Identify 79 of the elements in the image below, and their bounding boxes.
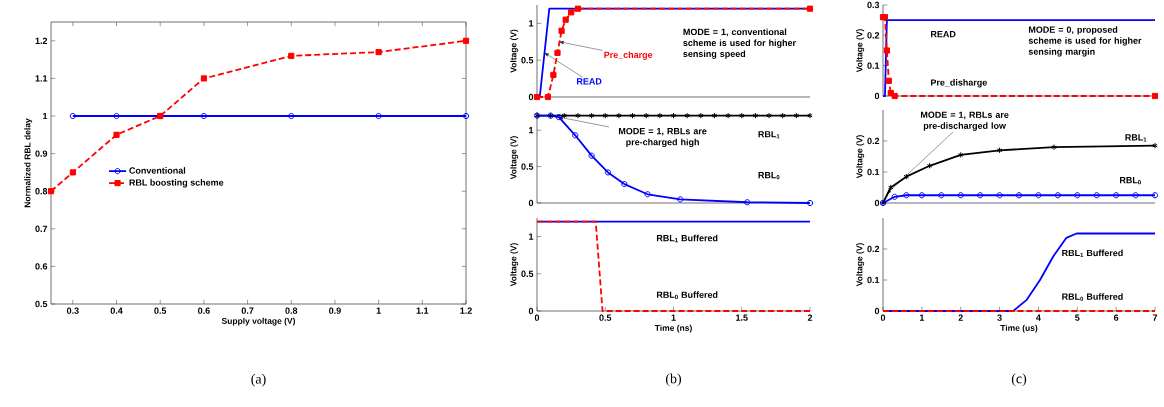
x-tick-label: 1 xyxy=(919,314,925,321)
x-tick-label: 2 xyxy=(807,314,813,321)
series-label: RBL$_{0}$ Buffered xyxy=(656,291,718,300)
series-label: READ xyxy=(931,31,956,38)
x-tick-label: 6 xyxy=(1113,314,1119,321)
y-tick-label: 0.8 xyxy=(35,188,48,195)
y-tick-label: 0.2 xyxy=(867,137,880,145)
y-tick-label: 1.1 xyxy=(35,75,48,82)
y-tick-label: 0.7 xyxy=(35,225,48,232)
legend-label: RBL boosting scheme xyxy=(129,179,224,188)
annotation: MODE = 1, RBLs are pre-discharged low xyxy=(920,111,1009,131)
x-tick-label: 2 xyxy=(958,314,963,321)
series-label: RBL$_{0}$ xyxy=(1119,177,1141,185)
x-axis-title: Time (us) xyxy=(1000,324,1038,333)
x-tick-label: 1 xyxy=(671,314,676,321)
y-tick-label: 1 xyxy=(529,127,534,134)
x-tick-label: 7 xyxy=(1152,314,1158,321)
y-axis-title: Voltage (V) xyxy=(856,243,865,287)
annotation: MODE = 0, proposed scheme is used for higher sensing margin xyxy=(1028,26,1142,57)
x-tick-label: 0.5 xyxy=(599,314,612,321)
y-tick-label: 0.5 xyxy=(521,57,534,64)
text: Pre_charge xyxy=(604,51,653,60)
y-tick-label: 0.2 xyxy=(867,245,880,253)
series-label: Pre_disharge xyxy=(931,79,987,88)
x-tick-label: 0.3 xyxy=(66,307,79,314)
y-tick-label: 0.1 xyxy=(867,168,880,176)
x-tick-label: 0 xyxy=(880,314,886,321)
y-tick-label: 0.1 xyxy=(867,276,880,284)
x-tick-label: 0.4 xyxy=(110,307,123,314)
text: (a) xyxy=(251,373,266,387)
x-tick-label: 0.5 xyxy=(154,307,167,314)
x-tick-label: 1.1 xyxy=(416,307,429,314)
text: (b) xyxy=(665,373,682,387)
series-label: RBL$_{1}$ xyxy=(758,131,780,139)
x-axis-title: Time (ns) xyxy=(654,324,692,333)
y-axis-title: Voltage (V) xyxy=(510,243,519,287)
x-tick-label: 1 xyxy=(376,307,381,314)
y-axis-title: Voltage (V) xyxy=(856,135,865,179)
x-tick-label: 5 xyxy=(1075,314,1080,321)
y-tick-label: 1 xyxy=(529,20,534,27)
text: READ xyxy=(577,78,602,85)
y-tick-label: 0 xyxy=(874,92,880,100)
y-tick-label: 0.2 xyxy=(867,32,880,39)
y-tick-label: 0.5 xyxy=(521,270,534,277)
y-tick-label: 0.5 xyxy=(521,163,534,170)
x-tick-label: 1.5 xyxy=(736,314,748,321)
x-tick-label: 0.7 xyxy=(241,307,254,314)
text: (c) xyxy=(1011,373,1027,387)
annotation: MODE = 1, conventional scheme is used for higher sensing speed xyxy=(683,28,796,59)
y-tick-label: 0 xyxy=(528,93,534,101)
x-tick-label: 1.2 xyxy=(460,307,472,314)
y-axis-title: Voltage (V) xyxy=(510,29,519,73)
y-tick-label: 0.6 xyxy=(35,263,48,270)
y-tick-label: 0.1 xyxy=(867,62,880,69)
x-axis-title: Supply voltage (V) xyxy=(221,317,295,326)
y-tick-label: 0.5 xyxy=(35,300,48,308)
legend-label: Conventional xyxy=(129,167,186,174)
x-tick-label: 0.8 xyxy=(285,307,298,314)
y-axis-title: Voltage (V) xyxy=(510,136,519,180)
x-tick-label: 0.6 xyxy=(198,307,210,314)
y-tick-label: 0 xyxy=(874,199,880,207)
y-axis-title: Voltage (V) xyxy=(856,29,865,73)
x-tick-label: 4 xyxy=(1036,314,1041,321)
y-tick-label: 0.9 xyxy=(35,150,48,157)
y-tick-label: 0.3 xyxy=(867,1,880,9)
y-axis-title: Normalized RBL delay xyxy=(24,118,33,208)
series-label: RBL$_{0}$ Buffered xyxy=(1062,293,1123,301)
series-label: RBL$_{1}$ Buffered xyxy=(656,234,718,243)
y-tick-label: 1 xyxy=(43,112,48,120)
series-label: RBL$_{1}$ xyxy=(1125,134,1147,142)
annotation: MODE = 1, RBLs are pre-charged high xyxy=(618,127,707,148)
y-tick-label: 0 xyxy=(528,199,534,207)
series-label: RBL$_{1}$ Buffered xyxy=(1062,249,1123,258)
text: RBL$_{0}$ xyxy=(758,172,780,180)
y-tick-label: 1 xyxy=(529,233,534,240)
x-tick-label: 3 xyxy=(997,314,1002,321)
x-tick-label: 0.9 xyxy=(329,307,341,314)
y-tick-label: 1.2 xyxy=(35,37,48,44)
x-tick-label: 0 xyxy=(534,314,540,321)
